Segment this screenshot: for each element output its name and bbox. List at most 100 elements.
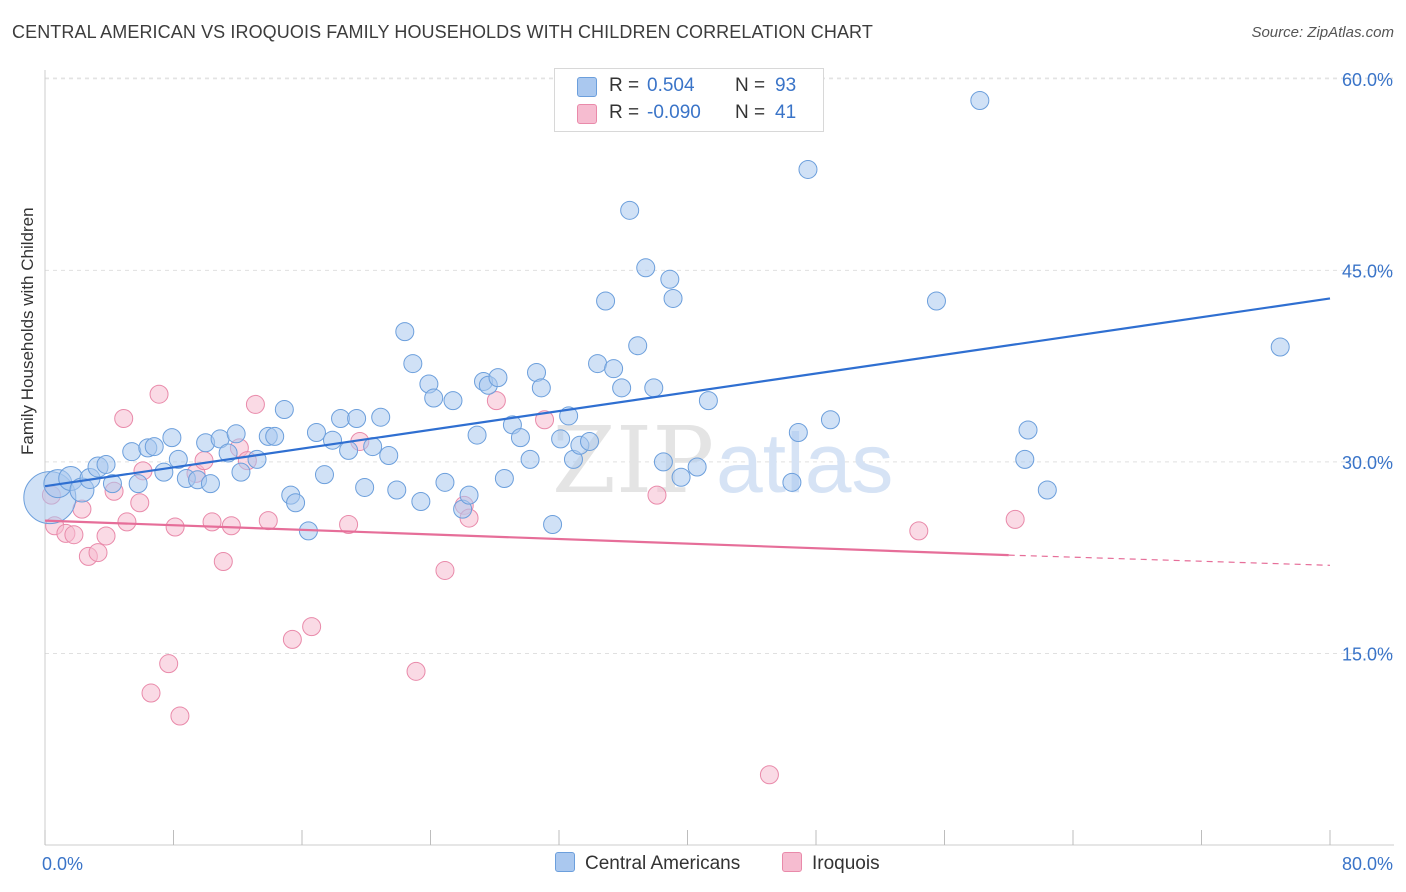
- iroquois-point: [141, 683, 161, 703]
- y-tick-label: 45.0%: [1342, 261, 1393, 281]
- central-americans-point: [671, 467, 691, 487]
- central-americans-point: [788, 423, 808, 443]
- central-americans-point: [200, 474, 220, 494]
- central-americans-point: [520, 449, 540, 469]
- central-americans-point: [443, 391, 463, 411]
- central-americans-point: [926, 291, 946, 311]
- x-tick-label: 0.0%: [42, 854, 83, 874]
- iroquois-point: [486, 391, 506, 411]
- central-americans-point: [347, 408, 367, 428]
- central-americans-point: [531, 378, 551, 398]
- central-americans-point: [1018, 420, 1038, 440]
- central-americans-point: [226, 424, 246, 444]
- central-americans-point: [435, 472, 455, 492]
- iroquois-point: [1005, 509, 1025, 529]
- zipatlas-watermark: ZIP atlas: [552, 407, 893, 514]
- central-americans-point: [612, 378, 632, 398]
- central-americans-point: [551, 429, 571, 449]
- central-americans-point: [698, 391, 718, 411]
- central-americans-point: [628, 336, 648, 356]
- legend-r-value: -0.090: [647, 102, 701, 123]
- central-americans-point: [403, 354, 423, 374]
- central-americans-point: [424, 388, 444, 408]
- central-americans-point: [339, 440, 359, 460]
- iroquois-point: [245, 394, 265, 414]
- central-americans-point: [588, 354, 608, 374]
- axes: [44, 70, 1394, 846]
- iroquois-point: [435, 560, 455, 580]
- central-americans-trend-line: [44, 297, 1331, 488]
- legend-r-label: R =: [609, 75, 640, 96]
- central-americans-point: [1015, 449, 1035, 469]
- central-americans-point: [660, 269, 680, 289]
- central-americans-point: [970, 91, 990, 111]
- central-americans-point: [247, 449, 267, 469]
- central-americans-point: [620, 200, 640, 220]
- central-americans-point: [371, 407, 391, 427]
- iroquois-point: [282, 629, 302, 649]
- iroquois-point: [221, 516, 241, 536]
- iroquois-point: [258, 511, 278, 531]
- iroquois-point: [194, 451, 214, 471]
- bottom-legend-swatch-blue: [555, 852, 575, 872]
- legend-swatch-pink: [577, 104, 597, 124]
- central-americans-point: [467, 425, 487, 445]
- central-americans-point: [663, 288, 683, 308]
- iroquois-point: [759, 765, 779, 785]
- trend-lines: [44, 297, 1331, 566]
- bottom-legend-label: Central Americans: [585, 853, 741, 874]
- iroquois-point: [213, 552, 233, 572]
- central-americans-point: [144, 437, 164, 457]
- central-americans-point: [218, 443, 238, 463]
- legend-r-value: 0.504: [647, 75, 695, 96]
- source-credit: Source: ZipAtlas.com: [1251, 24, 1394, 41]
- bottom-legend-central-americans: Central Americans: [555, 852, 740, 875]
- central-americans-point: [411, 491, 431, 511]
- legend-n-value: 93: [775, 75, 797, 96]
- y-tick-label: 15.0%: [1342, 644, 1393, 664]
- x-tick-label: 80.0%: [1342, 854, 1393, 874]
- iroquois-point: [909, 521, 929, 541]
- central-americans-point: [128, 474, 148, 494]
- central-americans-point: [820, 410, 840, 430]
- y-axis-label: Family Households with Children: [18, 207, 37, 455]
- central-americans-point: [636, 258, 656, 278]
- central-americans-point: [168, 449, 188, 469]
- central-americans-point: [323, 430, 343, 450]
- bottom-legend-label: Iroquois: [812, 853, 880, 874]
- central-americans-point: [687, 457, 707, 477]
- chart-title: CENTRAL AMERICAN VS IROQUOIS FAMILY HOUS…: [12, 22, 873, 42]
- bottom-legend-swatch-pink: [782, 852, 802, 872]
- legend-r-label: R =: [609, 102, 640, 123]
- central-americans-point: [543, 514, 563, 534]
- central-americans-point: [596, 291, 616, 311]
- central-americans-point: [286, 493, 306, 513]
- y-tick-label: 30.0%: [1342, 453, 1393, 473]
- central-americans-point: [604, 359, 624, 379]
- tick-labels: 15.0% 30.0% 45.0% 60.0% 0.0% 80.0%: [42, 70, 1393, 874]
- bottom-legend-iroquois: Iroquois: [782, 852, 880, 875]
- iroquois-point: [96, 526, 116, 546]
- central-americans-point: [102, 474, 122, 494]
- iroquois-point: [88, 543, 108, 563]
- iroquois-point: [202, 512, 222, 532]
- legend-n-label: N =: [735, 75, 766, 96]
- central-americans-point: [355, 477, 375, 497]
- central-americans-point: [1037, 480, 1057, 500]
- iroquois-point: [64, 525, 84, 545]
- central-americans-point: [154, 462, 174, 482]
- iroquois-point: [406, 661, 426, 681]
- central-americans-point: [494, 469, 514, 489]
- central-americans-point: [580, 431, 600, 451]
- iroquois-point: [535, 410, 555, 430]
- iroquois-point: [130, 493, 150, 513]
- central-americans-point: [122, 442, 142, 462]
- central-americans-point: [274, 400, 294, 420]
- iroquois-point: [302, 617, 322, 637]
- legend-n-value: 41: [775, 102, 797, 123]
- central-americans-point: [162, 428, 182, 448]
- central-americans-point: [395, 322, 415, 342]
- iroquois-point: [149, 384, 169, 404]
- iroquois-point: [647, 485, 667, 505]
- legend-swatch-blue: [577, 77, 597, 97]
